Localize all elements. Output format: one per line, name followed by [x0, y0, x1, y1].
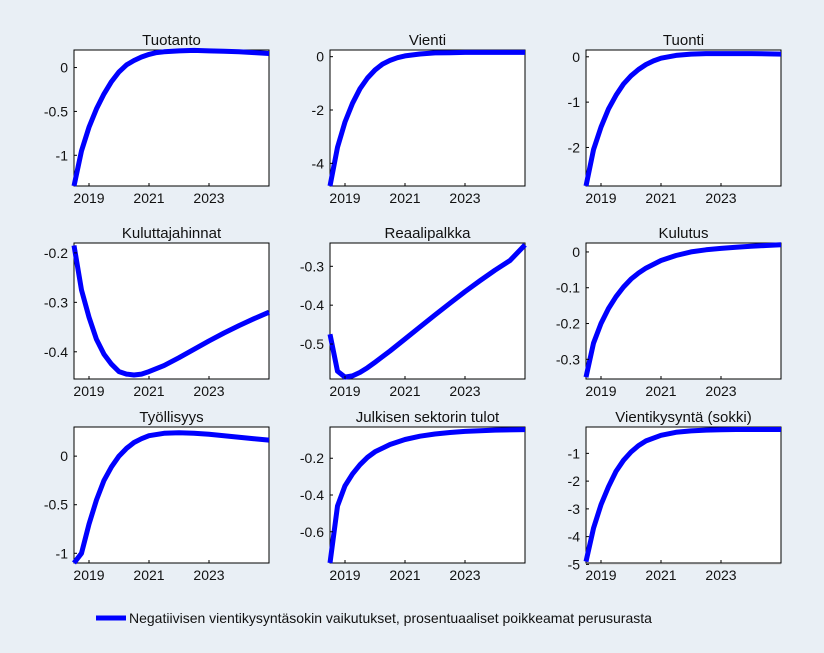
legend: Negatiivisen vientikysyntäsokin vaikutuk…: [96, 610, 652, 626]
axes-frame: [329, 242, 526, 380]
x-tick-label: 2019: [329, 190, 360, 206]
series-line: [583, 427, 781, 563]
subplot-6: 2019 2021 2023 -0.3 -0.2 -0.1 0 Kulutus: [556, 225, 782, 399]
y-tick-label: -0.5: [300, 336, 324, 352]
y-tick-label: -2: [312, 102, 325, 118]
x-tick-label: 2023: [193, 383, 224, 399]
y-tick-label: -2: [568, 473, 581, 489]
x-tick-label: 2023: [193, 567, 224, 583]
subplot-title: Kulutus: [658, 225, 708, 242]
subplot-3: 2019 2021 2023 -2 -1 0 Tuonti: [568, 32, 782, 206]
subplot-title: Tuotanto: [142, 32, 201, 49]
y-tick-label: -1: [568, 94, 581, 110]
y-tick-label: -4: [568, 529, 581, 545]
y-tick-label: -1: [568, 445, 581, 461]
x-tick-label: 2019: [585, 190, 616, 206]
x-tick-label: 2023: [705, 190, 736, 206]
axes-frame: [585, 49, 782, 187]
axes-frame: [73, 49, 270, 187]
y-tick-label: -0.6: [300, 524, 324, 540]
y-tick-label: 0: [60, 60, 68, 76]
x-tick-label: 2019: [329, 383, 360, 399]
legend-label: Negatiivisen vientikysyntäsokin vaikutuk…: [129, 610, 652, 626]
axes-frame: [73, 426, 270, 564]
x-tick-label: 2019: [73, 567, 104, 583]
x-tick-label: 2023: [705, 567, 736, 583]
subplot-title: Vienti: [409, 32, 446, 49]
y-tick-label: -4: [312, 155, 325, 171]
series-line: [327, 243, 527, 380]
axes-frame: [329, 49, 526, 187]
series-line: [583, 242, 782, 378]
y-tick-label: -2: [568, 139, 581, 155]
series-line: [71, 47, 270, 187]
series-line: [327, 49, 525, 187]
y-tick-label: -0.2: [300, 450, 324, 466]
y-tick-label: -0.3: [44, 294, 68, 310]
x-tick-label: 2021: [645, 567, 676, 583]
y-tick-label: -0.3: [556, 351, 580, 367]
axes-frame: [585, 426, 782, 564]
subplot-title: Reaalipalkka: [385, 225, 472, 242]
subplot-4: 2019 2021 2023 -0.4 -0.3 -0.2 Kuluttajahinnat: [44, 225, 270, 399]
y-tick-label: -0.3: [300, 258, 324, 274]
y-tick-label: -3: [568, 501, 581, 517]
y-tick-label: -0.2: [556, 316, 580, 332]
series-line: [583, 51, 782, 187]
y-tick-label: -0.4: [300, 297, 324, 313]
subplot-grid: 2019 2021 2023 -1 -0.5 0 Tuotanto 2019 2021 2023 -…: [44, 32, 782, 583]
y-tick-label: -5: [568, 556, 581, 572]
y-tick-label: -0.4: [44, 344, 68, 360]
x-tick-label: 2021: [133, 190, 164, 206]
series-line: [71, 245, 270, 378]
subplot-9: 2019 2021 2023 -5 -4 -3 -2 -1 Vientikysyntä (sok…: [568, 409, 782, 583]
y-tick-label: 0: [316, 49, 324, 65]
x-tick-label: 2023: [193, 190, 224, 206]
x-tick-label: 2021: [133, 567, 164, 583]
x-tick-label: 2023: [449, 567, 480, 583]
x-tick-label: 2019: [585, 383, 616, 399]
y-tick-label: 0: [572, 244, 580, 260]
x-tick-label: 2021: [389, 383, 420, 399]
x-tick-label: 2019: [73, 383, 104, 399]
y-tick-label: -0.5: [44, 103, 68, 119]
x-tick-label: 2021: [133, 383, 164, 399]
y-tick-label: 0: [60, 448, 68, 464]
axes-frame: [73, 242, 270, 380]
y-tick-label: -0.1: [556, 280, 580, 296]
x-tick-label: 2021: [389, 190, 420, 206]
subplot-2: 2019 2021 2023 -4 -2 0 Vienti: [312, 32, 526, 206]
subplot-title: Tuonti: [663, 32, 704, 49]
x-tick-label: 2021: [389, 567, 420, 583]
x-tick-label: 2021: [645, 190, 676, 206]
subplot-title: Julkisen sektorin tulot: [356, 409, 500, 426]
x-tick-label: 2019: [73, 190, 104, 206]
subplot-title: Kuluttajahinnat: [122, 225, 222, 242]
y-tick-label: -0.2: [44, 245, 68, 261]
y-tick-label: -1: [56, 147, 69, 163]
subplot-title: Vientikysyntä (sokki): [615, 409, 751, 426]
x-tick-label: 2019: [329, 567, 360, 583]
y-tick-label: 0: [572, 49, 580, 65]
series-line: [327, 427, 526, 564]
subplot-7: 2019 2021 2023 -1 -0.5 0 Työllisyys: [44, 409, 270, 583]
x-tick-label: 2023: [705, 383, 736, 399]
subplot-title: Työllisyys: [139, 409, 203, 426]
x-tick-label: 2023: [449, 383, 480, 399]
axes-frame: [329, 426, 526, 564]
subplot-5: 2019 2021 2023 -0.5 -0.4 -0.3 Reaalipalkka: [300, 225, 527, 399]
series-line: [72, 430, 270, 565]
x-tick-label: 2023: [449, 190, 480, 206]
x-tick-label: 2021: [645, 383, 676, 399]
y-tick-label: -0.5: [44, 497, 68, 513]
subplot-1: 2019 2021 2023 -1 -0.5 0 Tuotanto: [44, 32, 270, 206]
x-tick-label: 2019: [585, 567, 616, 583]
y-tick-label: -0.4: [300, 487, 324, 503]
y-tick-label: -1: [56, 545, 69, 561]
axes-frame: [585, 242, 782, 380]
subplot-8: 2019 2021 2023 -0.6 -0.4 -0.2 Julkisen sektori…: [300, 409, 526, 583]
